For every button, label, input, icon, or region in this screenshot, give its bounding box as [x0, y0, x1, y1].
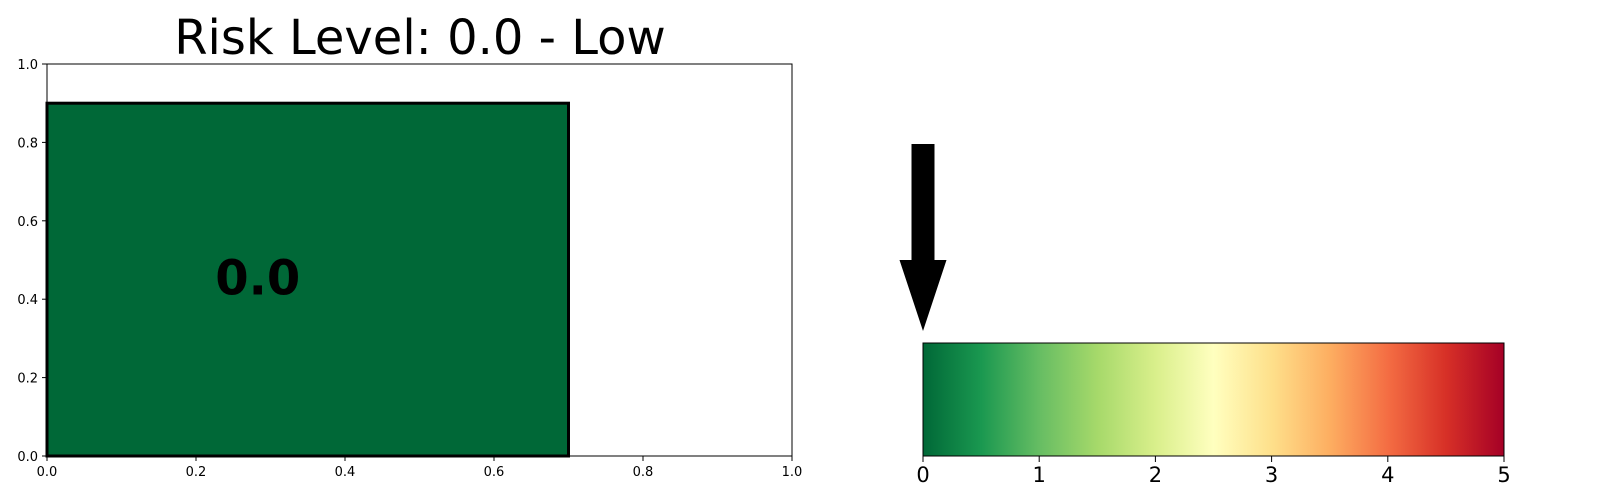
colorbar-tick-label: 3	[1265, 463, 1278, 487]
colorbar-tick-label: 1	[1033, 463, 1046, 487]
x-tick-label: 1.0	[782, 465, 803, 480]
x-tick-label: 0.8	[633, 465, 654, 480]
risk-pointer-arrow	[899, 144, 947, 331]
x-tick-label: 0.2	[186, 465, 207, 480]
x-tick-label: 0.6	[484, 465, 505, 480]
risk-value-label: 0.0	[215, 251, 300, 307]
risk-bar	[45, 101, 570, 458]
chart-title: Risk Level: 0.0 - Low	[174, 10, 666, 66]
left-y-axis: 0.0 0.2 0.4 0.6 0.8 1.0	[17, 58, 47, 465]
left-axes-frame	[46, 63, 793, 457]
x-tick-label: 0.0	[37, 465, 58, 480]
y-tick-label: 0.0	[17, 450, 38, 465]
y-tick-label: 0.8	[17, 136, 38, 151]
colorbar-tick-label: 4	[1381, 463, 1394, 487]
y-tick-label: 0.6	[17, 215, 38, 230]
y-tick-label: 0.2	[17, 372, 38, 387]
risk-colorbar: 0 1 2 3 4 5	[899, 144, 1511, 487]
colorbar-tick-label: 5	[1497, 463, 1510, 487]
left-x-axis: 0.0 0.2 0.4 0.6 0.8 1.0	[37, 456, 803, 480]
y-tick-label: 0.4	[17, 293, 38, 308]
colorbar-gradient	[922, 342, 1505, 457]
colorbar-tick-label: 0	[916, 463, 929, 487]
y-tick-label: 1.0	[17, 58, 38, 73]
colorbar-axis: 0 1 2 3 4 5	[916, 456, 1511, 487]
colorbar-tick-label: 2	[1149, 463, 1162, 487]
risk-bar-plot: 0.0 0.0 0.2 0.4 0.6 0.8 1.0 0.0 0.2 0.4 0.6 0.8 1.…	[17, 58, 802, 480]
x-tick-label: 0.4	[335, 465, 356, 480]
